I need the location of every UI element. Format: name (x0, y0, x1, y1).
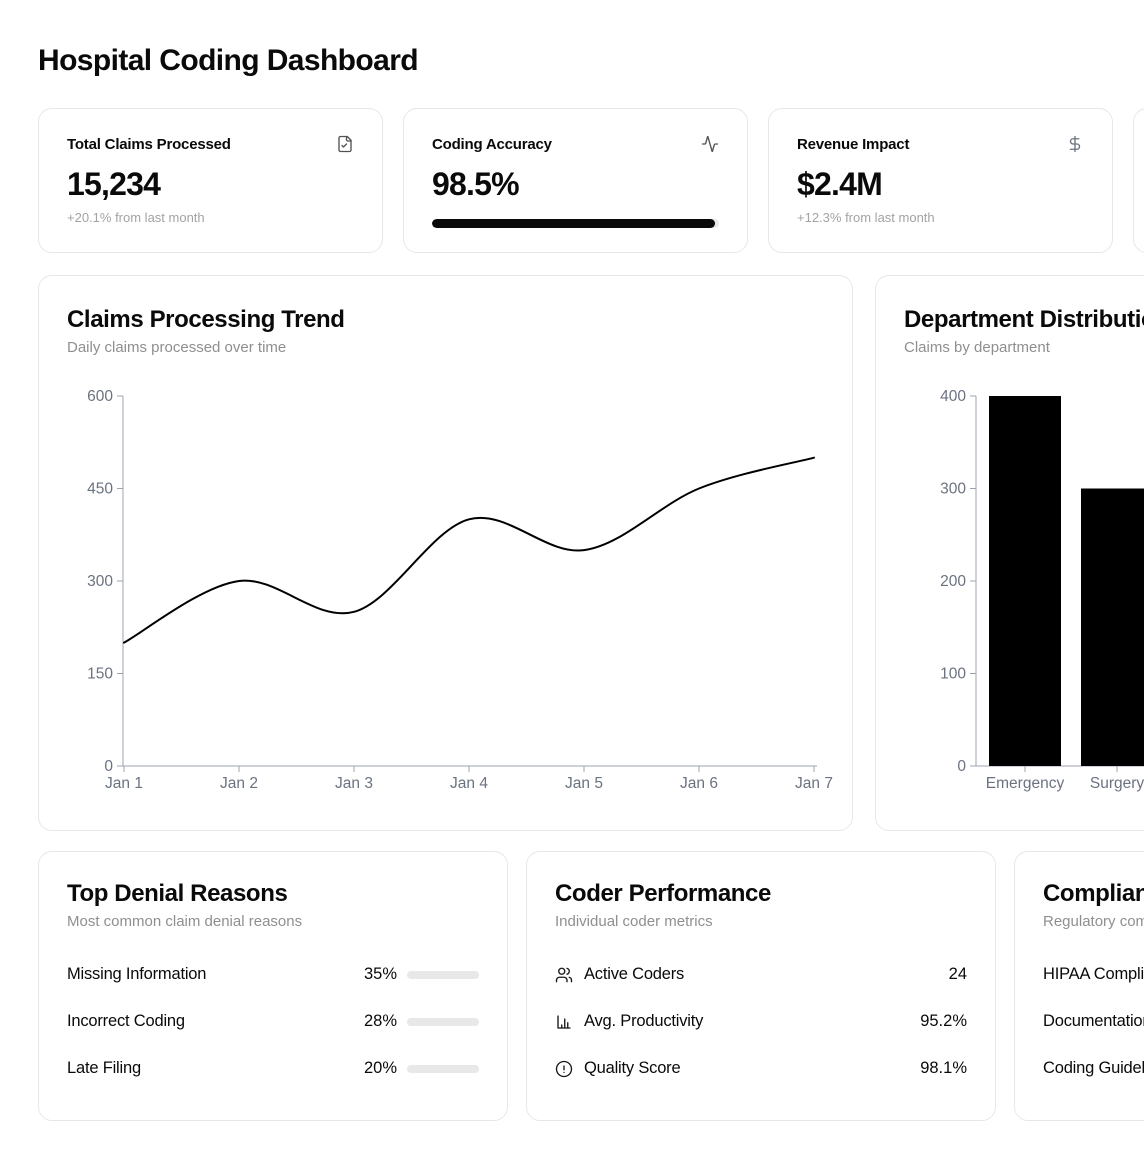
stat-card-revenue-impact: Revenue Impact $2.4M +12.3% from last mo… (768, 108, 1113, 253)
stat-card-partial (1133, 108, 1144, 253)
coder-row-avg-productivity: Avg. Productivity 95.2% (555, 998, 967, 1045)
claims-trend-line-chart: 0 150 300 450 600 Jan 1 Jan 2 Jan 3 Jan 4 Jan 5 Ja… (87, 388, 833, 792)
card-title: Compliance Status (1043, 880, 1144, 907)
stat-value: 15,234 (67, 166, 161, 202)
svg-text:150: 150 (87, 666, 113, 683)
denial-row-incorrect-coding: Incorrect Coding 28% (67, 998, 479, 1045)
users-icon (555, 966, 573, 984)
svg-text:Surgery: Surgery (1090, 775, 1144, 792)
coder-metric-value: 98.1% (920, 1059, 967, 1077)
svg-text:300: 300 (940, 481, 966, 498)
coder-metric-value: 24 (948, 965, 967, 983)
denial-pct: 28% (363, 1012, 397, 1030)
coder-metric-label: Active Coders (584, 965, 685, 983)
denial-label: Late Filing (67, 1059, 141, 1077)
svg-text:Jan 5: Jan 5 (565, 775, 603, 792)
svg-text:Emergency: Emergency (986, 775, 1065, 792)
claims-trend-card: Claims Processing Trend Daily claims pro… (38, 275, 853, 831)
accuracy-progress-fill (432, 219, 715, 228)
stat-subtext: +12.3% from last month (797, 210, 935, 225)
charts-row: Claims Processing Trend Daily claims pro… (38, 275, 1144, 831)
svg-text:0: 0 (104, 758, 113, 775)
stat-label: Coding Accuracy (432, 135, 552, 153)
top-denial-reasons-card: Top Denial Reasons Most common claim den… (38, 851, 508, 1121)
svg-text:600: 600 (87, 388, 113, 405)
denial-label: Incorrect Coding (67, 1012, 185, 1030)
stat-value: $2.4M (797, 166, 883, 202)
stats-row: Total Claims Processed 15,234 +20.1% fro… (38, 108, 1144, 253)
bar-chart-icon (555, 1013, 573, 1031)
card-subtitle: Individual coder metrics (555, 913, 713, 930)
card-title: Top Denial Reasons (67, 880, 288, 907)
svg-text:200: 200 (940, 573, 966, 590)
chart-title: Claims Processing Trend (67, 306, 345, 333)
svg-text:Jan 4: Jan 4 (450, 775, 488, 792)
coder-row-active-coders: Active Coders 24 (555, 951, 967, 998)
chart-title: Department Distribution (904, 306, 1144, 333)
denial-progress-track (407, 1017, 479, 1026)
accuracy-progress-track (432, 219, 719, 228)
coder-row-quality-score: Quality Score 98.1% (555, 1045, 967, 1092)
stat-value: 98.5% (432, 166, 520, 202)
compliance-label: HIPAA Compliance (1043, 965, 1144, 983)
stat-card-total-claims: Total Claims Processed 15,234 +20.1% fro… (38, 108, 383, 253)
alert-circle-icon (555, 1060, 573, 1078)
bottom-row: Top Denial Reasons Most common claim den… (38, 851, 1144, 1121)
coder-metric-value: 95.2% (920, 1012, 967, 1030)
denial-label: Missing Information (67, 965, 207, 983)
svg-text:Jan 1: Jan 1 (105, 775, 143, 792)
svg-text:100: 100 (940, 666, 966, 683)
compliance-row-hipaa: HIPAA Compliance (1043, 951, 1144, 998)
svg-text:0: 0 (957, 758, 966, 775)
svg-text:Jan 6: Jan 6 (680, 775, 718, 792)
denial-progress-track (407, 1064, 479, 1073)
denial-pct: 35% (363, 965, 397, 983)
stat-label: Total Claims Processed (67, 135, 231, 153)
activity-icon (701, 135, 719, 153)
card-subtitle: Regulatory compliance status (1043, 913, 1144, 930)
compliance-row-documentation: Documentation (1043, 998, 1144, 1045)
compliance-label: Documentation (1043, 1012, 1144, 1030)
denial-row-late-filing: Late Filing 20% (67, 1045, 479, 1092)
svg-text:Jan 2: Jan 2 (220, 775, 258, 792)
stat-subtext: +20.1% from last month (67, 210, 205, 225)
svg-text:450: 450 (87, 481, 113, 498)
compliance-label: Coding Guidelines (1043, 1059, 1144, 1077)
department-distribution-bar-chart: 0 100 200 300 400 Emergency Surgery (940, 388, 1144, 792)
file-check-icon (336, 135, 354, 153)
department-distribution-card: Department Distribution Claims by depart… (875, 275, 1144, 831)
coder-metric-label: Quality Score (584, 1059, 681, 1077)
svg-text:300: 300 (87, 573, 113, 590)
stat-card-coding-accuracy: Coding Accuracy 98.5% (403, 108, 748, 253)
coder-performance-card: Coder Performance Individual coder metri… (526, 851, 996, 1121)
dollar-sign-icon (1066, 135, 1084, 153)
stat-label: Revenue Impact (797, 135, 910, 153)
card-subtitle: Most common claim denial reasons (67, 913, 303, 930)
card-title: Coder Performance (555, 880, 771, 907)
svg-text:Jan 3: Jan 3 (335, 775, 373, 792)
compliance-card: Compliance Status Regulatory compliance … (1014, 851, 1144, 1121)
chart-subtitle: Claims by department (904, 339, 1050, 356)
denial-progress-track (407, 970, 479, 979)
page-title: Hospital Coding Dashboard (38, 44, 419, 77)
svg-text:400: 400 (940, 388, 966, 405)
svg-text:Jan 7: Jan 7 (795, 775, 833, 792)
chart-subtitle: Daily claims processed over time (67, 339, 287, 356)
compliance-row-coding-guidelines: Coding Guidelines (1043, 1045, 1144, 1092)
denial-row-missing-information: Missing Information 35% (67, 951, 479, 998)
denial-pct: 20% (363, 1059, 397, 1077)
coder-metric-label: Avg. Productivity (584, 1012, 704, 1030)
